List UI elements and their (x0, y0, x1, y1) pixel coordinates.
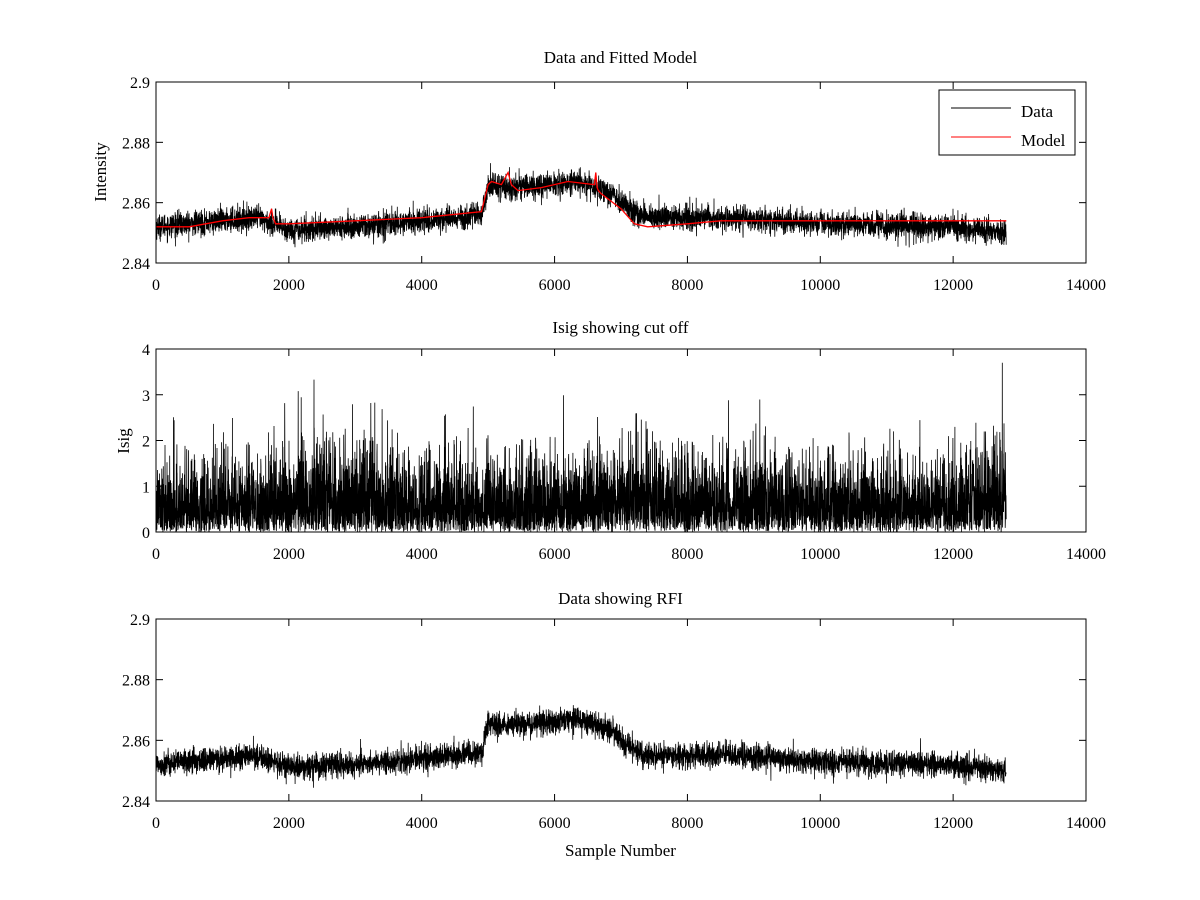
x-axis-label: Sample Number (565, 841, 676, 860)
panel-title: Data and Fitted Model (544, 48, 698, 67)
y-tick-label: 2.84 (122, 256, 150, 273)
x-tick-label: 14000 (1066, 815, 1106, 832)
x-tick-label: 12000 (933, 546, 973, 563)
series-line-model (156, 170, 1007, 228)
series-line-isig (156, 362, 1007, 532)
series-layer (156, 362, 1007, 532)
x-tick-label: 4000 (406, 815, 438, 832)
x-tick-label: 2000 (273, 277, 305, 294)
panel-isig-showing-cut-off: Isig showing cut off Isig 0 2000 4000 6000 8… (114, 318, 1106, 563)
series-line-data (156, 705, 1007, 788)
x-tick-label: 14000 (1066, 277, 1106, 294)
x-tick-label: 10000 (800, 277, 840, 294)
x-tick-label: 10000 (800, 815, 840, 832)
y-tick-label: 2.84 (122, 794, 150, 811)
x-tick-label: 6000 (539, 815, 571, 832)
x-tick-label: 12000 (933, 815, 973, 832)
x-tick-label: 8000 (671, 546, 703, 563)
y-tick-label: 0 (142, 525, 150, 542)
x-tick-label: 4000 (406, 546, 438, 563)
y-axis-label: Isig (114, 428, 133, 454)
legend: Data Model (938, 89, 1076, 156)
x-tick-label: 8000 (671, 277, 703, 294)
x-tick-label: 8000 (671, 815, 703, 832)
axis-layer: 0 2000 4000 6000 8000 10000 12000 14000 0 1 2 3 4 (142, 342, 1106, 563)
y-tick-label: 2.86 (122, 196, 150, 213)
y-tick-label: 2.9 (130, 612, 150, 629)
y-tick-label: 2.86 (122, 733, 150, 750)
x-tick-label: 14000 (1066, 546, 1106, 563)
axis-layer: 0 2000 4000 6000 8000 10000 12000 14000 2.84 2.86… (122, 612, 1106, 832)
x-tick-label: 10000 (800, 546, 840, 563)
axes-frame (155, 618, 1087, 802)
legend-box (938, 89, 1076, 156)
series-layer (156, 705, 1007, 788)
panel-data-showing-rfi: Data showing RFI 0 2000 4000 6000 8000 10000 1… (122, 589, 1106, 860)
panel-title: Isig showing cut off (552, 318, 688, 337)
y-tick-label: 1 (142, 479, 150, 496)
axis-layer: 0 2000 4000 6000 8000 10000 12000 14000 2.84 2.86… (122, 75, 1106, 294)
legend-label-model: Model (1021, 131, 1066, 150)
series-layer (156, 163, 1007, 248)
y-tick-label: 2.9 (130, 75, 150, 92)
x-tick-label: 12000 (933, 277, 973, 294)
panel-data-and-fitted-model: Data and Fitted Model Intensity 0 2000 400… (91, 48, 1106, 294)
panel-title: Data showing RFI (558, 589, 683, 608)
x-tick-label: 6000 (539, 277, 571, 294)
y-tick-label: 3 (142, 388, 150, 405)
x-tick-label: 0 (152, 815, 160, 832)
y-tick-label: 4 (142, 342, 150, 359)
x-tick-label: 4000 (406, 277, 438, 294)
legend-label-data: Data (1021, 102, 1054, 121)
x-tick-label: 2000 (273, 546, 305, 563)
y-tick-label: 2 (142, 434, 150, 451)
y-axis-label: Intensity (91, 142, 110, 202)
x-tick-label: 0 (152, 277, 160, 294)
y-tick-label: 2.88 (122, 135, 150, 152)
x-tick-label: 2000 (273, 815, 305, 832)
x-tick-label: 6000 (539, 546, 571, 563)
y-tick-label: 2.88 (122, 673, 150, 690)
axes-frame (155, 81, 1087, 264)
x-tick-label: 0 (152, 546, 160, 563)
